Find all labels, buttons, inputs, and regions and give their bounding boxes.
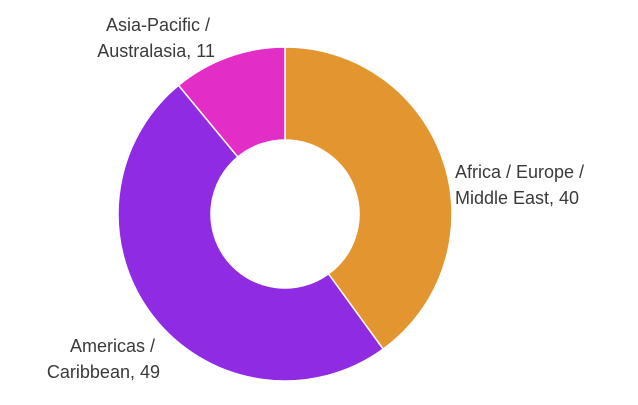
slices-group (117, 46, 453, 382)
slice-label-americas-caribbean: Americas / Caribbean, 49 (47, 336, 160, 382)
slice-label-asia-pacific-australasia: Asia-Pacific / Australasia, 11 (97, 15, 215, 61)
slice-africa-europe-middle-east[interactable] (284, 46, 453, 351)
slice-asia-pacific-australasia[interactable] (177, 46, 286, 159)
labels-group: Africa / Europe / Middle East, 40 Americ… (47, 15, 589, 382)
slice-americas-caribbean[interactable] (117, 84, 385, 382)
slice-label-africa-europe-middle-east: Africa / Europe / Middle East, 40 (455, 162, 589, 208)
